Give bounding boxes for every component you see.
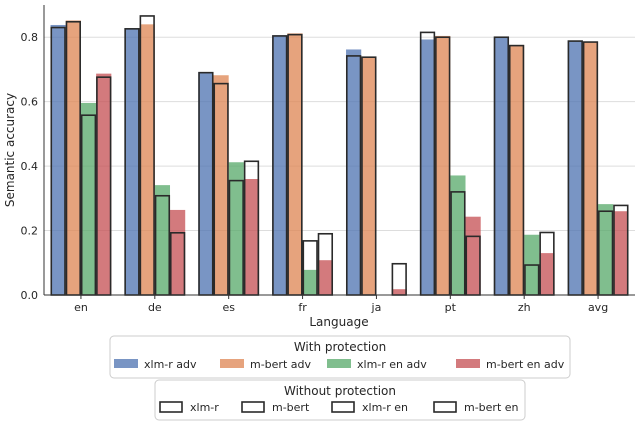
y-tick-label: 0.0 (21, 289, 39, 302)
y-tick-label: 0.8 (21, 31, 39, 44)
bar-xlm-r-adv-pt (419, 39, 436, 295)
legend-swatch-xlm-r-en-adv (327, 359, 351, 368)
bar-xlm-r-adv-fr (272, 35, 288, 296)
legend-swatch-xlm-r-en (331, 401, 355, 413)
bar-m-bert-en-adv-pt (465, 216, 481, 295)
x-tick-label: en (74, 301, 88, 314)
legend-without-protection: Without protection xlm-r m-bert xlm-r en m-… (154, 379, 526, 421)
bar-xlm-r-en-adv-avg (598, 204, 614, 295)
bar-m-bert-en-adv-zh (539, 253, 555, 295)
legend-swatch-m-bert-en (433, 401, 457, 413)
bar-xlm-r-adv-ja (346, 49, 362, 295)
legend-without-title: Without protection (284, 384, 396, 398)
legend-label: m-bert (272, 401, 310, 414)
bar-m-bert-en-adv-avg (613, 211, 629, 295)
bar-m-bert-en-adv-en (96, 73, 112, 295)
bar-m-bert-adv-fr (287, 33, 303, 295)
bar-m-bert-en-adv-de (170, 209, 186, 295)
x-tick-label: avg (588, 301, 608, 314)
bar-m-bert-adv-avg (582, 41, 599, 295)
bar-xlm-r-adv-en (50, 24, 66, 295)
bar-m-bert-adv-de (139, 24, 155, 295)
y-ticks: 0.0 0.2 0.4 0.6 0.8 (21, 31, 39, 302)
y-axis-label: Semantic accuracy (3, 93, 17, 207)
bar-m-bert-adv-ja (361, 56, 377, 295)
legend-label: xlm-r en (362, 401, 408, 414)
legend-swatch-m-bert-adv (220, 359, 244, 368)
y-tick-label: 0.4 (21, 160, 39, 173)
legend-label: m-bert en adv (486, 358, 565, 371)
bar-m-bert-en-adv-fr (317, 260, 333, 295)
bar-m-bert-adv-zh (508, 44, 525, 296)
x-tick-label: fr (298, 301, 307, 314)
bar-xlm-r-adv-de (124, 28, 140, 295)
x-axis-label: Language (309, 315, 368, 329)
bar-xlm-r-en-adv-en (80, 102, 97, 295)
x-tick-label: ja (371, 301, 382, 314)
bar-m-bert-en-adv-ja (391, 289, 407, 295)
bar-xlm-r-en-adv-de (154, 185, 171, 295)
x-tick-label: pt (445, 301, 457, 314)
y-tick-label: 0.2 (21, 225, 39, 238)
legend-swatch-m-bert-en-adv (456, 359, 480, 368)
bar-xlm-r-en-adv-pt (450, 175, 466, 295)
bar-m-bert-en-adv-es (243, 179, 260, 295)
legend-label: xlm-r en adv (357, 358, 427, 371)
x-tick-label: zh (518, 301, 531, 314)
legend-label: xlm-r (190, 401, 219, 414)
bar-xlm-r-adv-zh (493, 36, 509, 295)
legend-with-protection: With protection xlm-r adv m-bert adv xlm-r… (109, 335, 571, 379)
y-tick-label: 0.6 (21, 96, 39, 109)
bar-m-bert-adv-es (213, 75, 229, 295)
legend-label: xlm-r adv (144, 358, 197, 371)
legend-swatch-m-bert (241, 401, 265, 413)
x-ticks: en de es fr ja pt zh avg (74, 295, 608, 314)
bar-m-bert-adv-pt (435, 35, 451, 295)
legend-label: m-bert en (464, 401, 519, 414)
bar-xlm-r-en-adv-es (228, 162, 244, 295)
bars (50, 20, 629, 296)
bar-m-bert-adv-en (65, 20, 81, 295)
bar-xlm-r-en-adv-fr (302, 269, 318, 295)
x-tick-label: de (148, 301, 162, 314)
x-tick-label: es (222, 301, 235, 314)
legend-swatch-xlm-r (159, 401, 183, 413)
legend-with-title: With protection (294, 340, 386, 354)
bar-xlm-r-adv-es (198, 72, 214, 296)
legend-label: m-bert adv (250, 358, 311, 371)
bar-xlm-r-adv-avg (567, 40, 583, 295)
legend-swatch-xlm-r-adv (114, 359, 138, 368)
